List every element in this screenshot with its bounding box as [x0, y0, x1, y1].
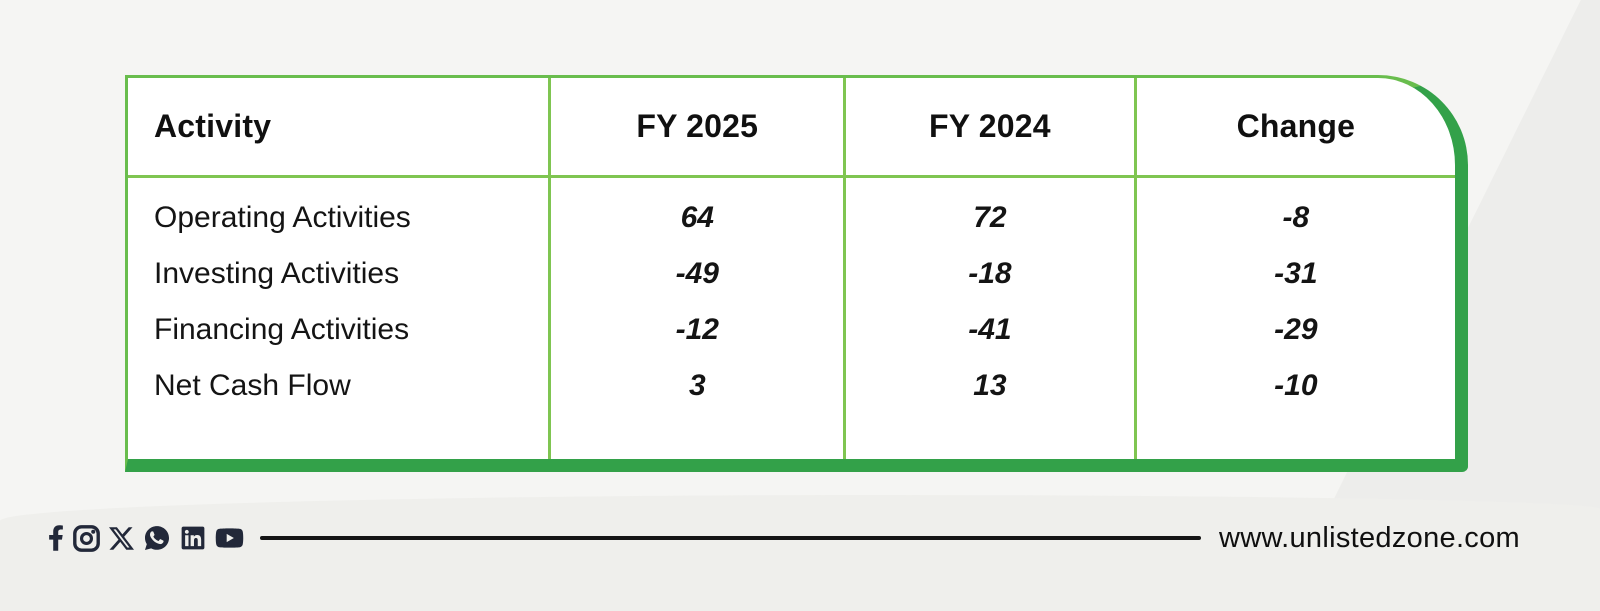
table-spacer-row	[128, 176, 1455, 191]
fy2025-value: -49	[548, 246, 845, 303]
x-icon[interactable]	[109, 526, 134, 551]
column-header-activity: Activity	[128, 78, 550, 178]
change-value: -31	[1133, 246, 1455, 303]
fy2024-value: -41	[843, 302, 1136, 359]
fy2024-value: 72	[843, 190, 1136, 247]
table-row-investing-activities: Investing Activities -49 -18 -31	[128, 246, 1455, 303]
table-header-row: Activity FY 2025 FY 2024 Change	[128, 78, 1455, 178]
change-value: -29	[1133, 302, 1455, 359]
table-spacer-row	[128, 414, 1455, 459]
table-row-operating-activities: Operating Activities 64 72 -8	[128, 190, 1455, 247]
activity-label: Operating Activities	[154, 201, 411, 235]
table-row-net-cash-flow: Net Cash Flow 3 13 -10	[128, 358, 1455, 415]
fy2024-value: 13	[843, 358, 1136, 415]
column-header-change: Change	[1133, 78, 1455, 178]
background-footer-band	[0, 495, 1600, 611]
whatsapp-icon[interactable]	[143, 524, 171, 552]
cash-flow-table-card: Activity FY 2025 FY 2024 Change Operatin…	[125, 75, 1468, 472]
column-header-fy2025: FY 2025	[548, 78, 845, 178]
change-value: -8	[1133, 190, 1455, 247]
youtube-icon[interactable]	[215, 525, 244, 551]
column-header-fy2024: FY 2024	[843, 78, 1136, 178]
linkedin-icon[interactable]	[180, 525, 206, 551]
fy2025-value: 64	[548, 190, 845, 247]
facebook-icon[interactable]	[48, 524, 64, 552]
footer: www.unlistedzone.com	[48, 516, 1520, 560]
table-row-financing-activities: Financing Activities -12 -41 -29	[128, 302, 1455, 359]
activity-label: Investing Activities	[154, 257, 400, 291]
divider-line	[260, 536, 1202, 540]
activity-label: Financing Activities	[154, 313, 410, 347]
fy2025-value: 3	[548, 358, 845, 415]
instagram-icon[interactable]	[73, 524, 100, 552]
cash-flow-table: Activity FY 2025 FY 2024 Change Operatin…	[128, 78, 1455, 459]
fy2025-value: -12	[548, 302, 845, 359]
change-value: -10	[1133, 358, 1455, 415]
website-url[interactable]: www.unlistedzone.com	[1219, 521, 1520, 554]
activity-label: Net Cash Flow	[154, 369, 351, 403]
social-icons-group	[48, 524, 244, 552]
fy2024-value: -18	[843, 246, 1136, 303]
